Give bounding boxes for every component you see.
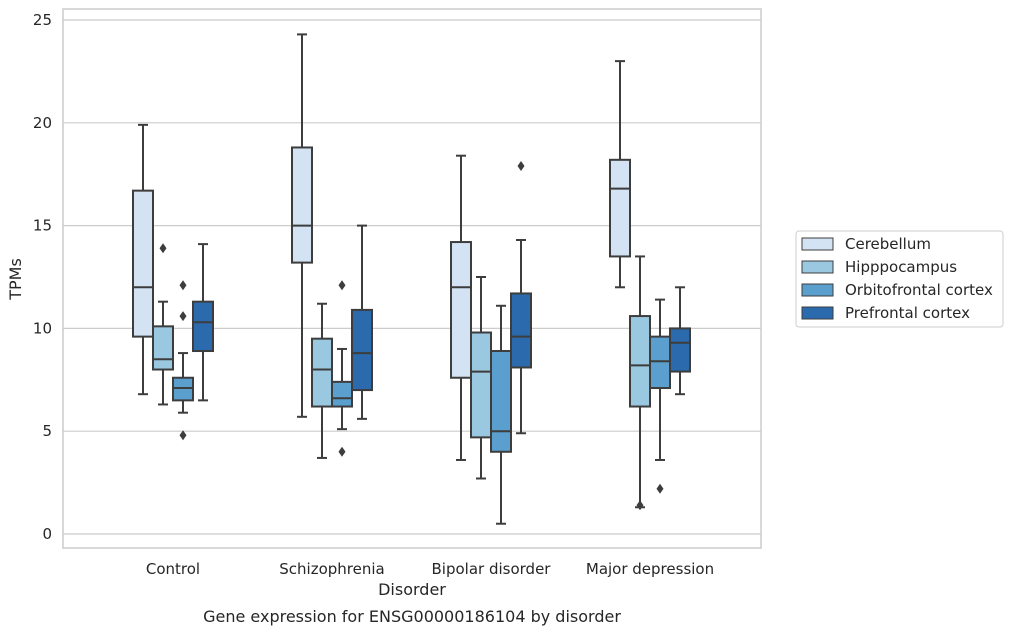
x-tick-label: Bipolar disorder	[432, 560, 552, 578]
box-body	[470, 331, 492, 439]
box	[649, 298, 671, 494]
legend-swatch	[801, 283, 834, 297]
y-tick-label: 25	[33, 11, 52, 29]
legend-item: Hipppocampus	[801, 258, 957, 276]
outlier-point	[517, 160, 525, 171]
series-cerebellum	[132, 33, 631, 461]
box	[291, 33, 313, 418]
box-body	[490, 350, 512, 453]
legend-swatch	[801, 306, 834, 320]
box-body	[649, 335, 671, 390]
legend-swatch	[801, 260, 834, 274]
box-body	[450, 241, 472, 379]
plot-area-frame	[62, 8, 762, 549]
box	[470, 276, 492, 480]
y-tick-label: 10	[33, 319, 52, 337]
box	[132, 123, 154, 396]
legend-item: Prefrontal cortex	[801, 304, 970, 322]
box-body	[331, 380, 353, 408]
box	[311, 302, 333, 459]
legend-swatch	[801, 237, 834, 251]
box	[172, 280, 194, 441]
box	[331, 280, 353, 457]
box-body	[291, 146, 313, 264]
x-tick-label: Major depression	[586, 560, 714, 578]
x-axis-ticks: Control Schizophrenia Bipolar disorder Majo…	[146, 560, 714, 578]
legend: Cerebellum Hipppocampus Orbitofrontal cort…	[795, 230, 1004, 328]
box	[609, 60, 631, 289]
box	[510, 160, 532, 435]
outlier-point	[179, 430, 187, 441]
outlier-point	[179, 280, 187, 291]
outlier-point	[159, 243, 167, 254]
box-series	[132, 33, 691, 525]
y-tick-label: 15	[33, 217, 52, 235]
box	[152, 243, 174, 406]
series-prefrontal-cortex	[192, 160, 691, 435]
legend-label: Cerebellum	[845, 235, 931, 253]
box-body	[132, 189, 154, 338]
outlier-point	[636, 500, 644, 511]
box-body	[192, 300, 214, 353]
box-body	[351, 308, 373, 392]
series-hipppocampus	[152, 243, 651, 511]
box-body	[669, 327, 691, 373]
box	[629, 255, 651, 511]
legend-label: Hipppocampus	[845, 258, 957, 276]
legend-item: Cerebellum	[801, 235, 931, 253]
box-body	[152, 325, 174, 371]
box-body	[609, 158, 631, 258]
x-tick-label: Schizophrenia	[279, 560, 384, 578]
x-axis-title: Disorder	[378, 580, 446, 599]
box-body	[629, 315, 651, 408]
x-tick-label: Control	[146, 560, 200, 578]
y-tick-label: 0	[42, 525, 52, 543]
box-body	[510, 292, 532, 369]
y-axis-ticks: 0 5 10 15 20 25	[33, 11, 52, 543]
outlier-point	[656, 483, 664, 494]
y-tick-label: 20	[33, 114, 52, 132]
box	[490, 304, 512, 525]
legend-item: Orbitofrontal cortex	[801, 281, 993, 299]
series-orbitofrontal-cortex	[172, 280, 671, 525]
legend-label: Prefrontal cortex	[845, 304, 970, 322]
box-body	[172, 376, 194, 402]
outlier-point	[338, 280, 346, 291]
y-axis-title: TPMs	[6, 258, 25, 301]
gridlines	[63, 19, 761, 535]
outlier-point	[179, 311, 187, 322]
box-body	[311, 337, 333, 408]
figure-caption: Gene expression for ENSG00000186104 by d…	[203, 607, 621, 626]
y-tick-label: 5	[42, 422, 52, 440]
legend-label: Orbitofrontal cortex	[845, 281, 993, 299]
box	[450, 154, 472, 461]
legend-frame	[795, 230, 1004, 328]
box	[192, 243, 214, 402]
box	[351, 224, 373, 420]
outlier-point	[338, 446, 346, 457]
box	[669, 286, 691, 396]
